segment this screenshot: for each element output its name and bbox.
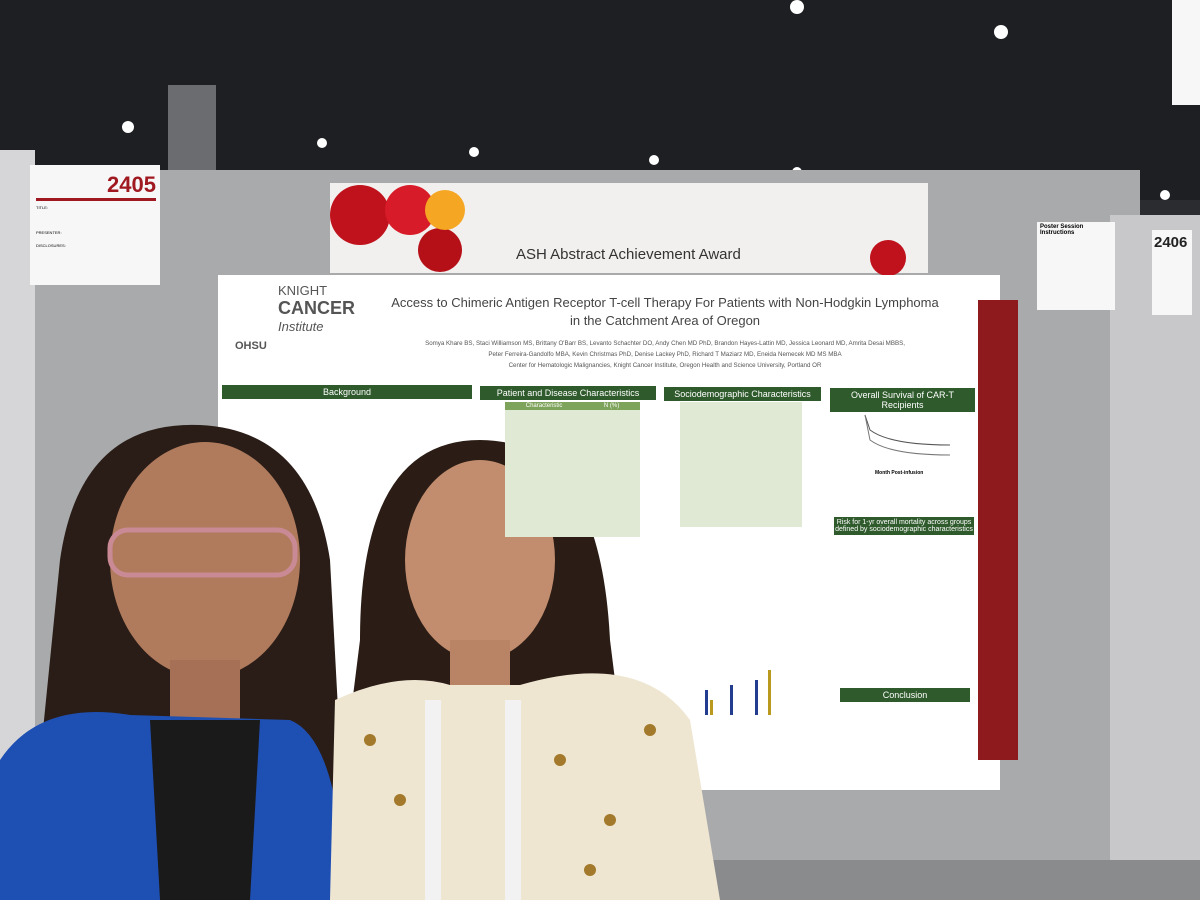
board-label: DISCLOSURES: (36, 243, 66, 248)
award-banner: ASH Abstract Achievement Award (516, 246, 741, 263)
section-header: Background (222, 385, 472, 399)
title-line: Access to Chimeric Antigen Receptor T-ce… (391, 295, 939, 310)
axis-label: Month Post-infusion (875, 470, 924, 476)
board-number: 2406 (1154, 234, 1188, 251)
instructions-title: Poster Session Instructions (1040, 224, 1084, 236)
poster-title: Access to Chimeric Antigen Receptor T-ce… (360, 294, 970, 330)
header-cell: N (%) (603, 403, 620, 409)
section-header: Conclusion (840, 688, 970, 702)
logo-org: OHSU (235, 340, 267, 352)
logo-text: KNIGHT (278, 283, 328, 298)
title-line: in the Catchment Area of Oregon (569, 313, 761, 328)
poster-logo: KNIGHT CANCER Institute (278, 283, 355, 334)
board-label: PRESENTER: (36, 230, 62, 235)
data-table (680, 402, 802, 527)
board-number-box: 2405 TITLE: PRESENTER: DISCLOSURES: (36, 172, 156, 248)
author-line: Somya Khare BS, Staci Williamson MS, Bri… (425, 340, 905, 347)
section-header: Sociodemographic Characteristics (664, 387, 821, 401)
author-line: Peter Ferreira-Gandolfo MBA, Kevin Chris… (488, 351, 842, 358)
poster-authors: Somya Khare BS, Staci Williamson MS, Bri… (380, 338, 950, 371)
board-number: 2405 (36, 172, 156, 201)
header-cell: Characteristic (525, 403, 563, 409)
data-table: Characteristic N (%) (505, 402, 640, 537)
section-header: Patient and Disease Characteristics (480, 386, 656, 400)
affiliation: Center for Hematologic Malignancies, Kni… (508, 362, 822, 369)
logo-text: Institute (278, 319, 324, 334)
board-label: TITLE: (36, 205, 49, 210)
section-header: Overall Survival of CAR-T Recipients (830, 388, 975, 412)
logo-text: CANCER (278, 298, 356, 318)
section-header: Risk for 1-yr overall mortality across g… (834, 517, 974, 535)
table-header: Characteristic N (%) (505, 402, 640, 410)
